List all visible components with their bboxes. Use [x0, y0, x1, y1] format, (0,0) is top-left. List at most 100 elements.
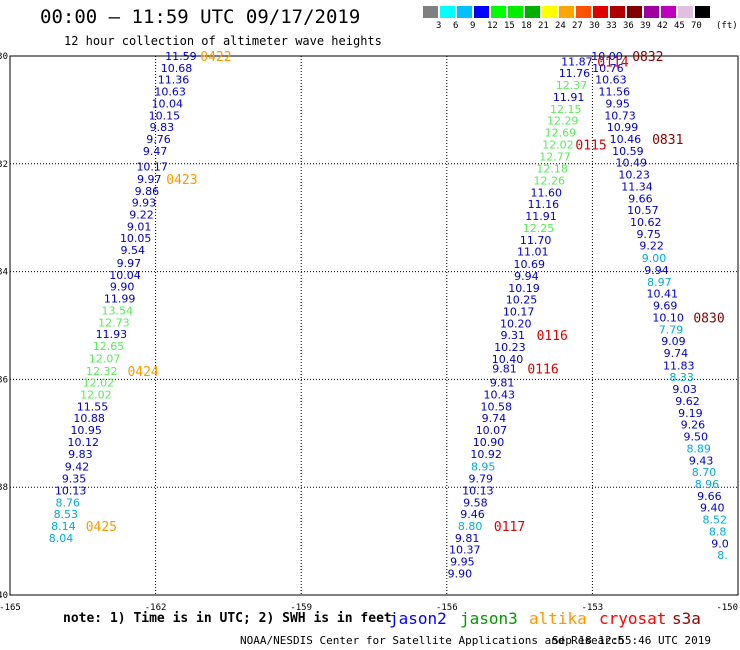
wave-height-value: 11.99 [104, 293, 136, 306]
wave-height-value: 12.26 [533, 175, 565, 188]
wave-height-value: 12.15 [550, 103, 582, 116]
wave-height-value: 10.41 [647, 288, 679, 301]
wave-height-value: 9.97 [137, 173, 162, 186]
pass-time-label: 0116 [527, 363, 558, 378]
wave-height-value: 8.97 [647, 276, 672, 289]
pass-time-label: 0423 [166, 173, 197, 188]
wave-height-value: 8.33 [669, 371, 694, 384]
wave-height-value: 11.60 [531, 186, 563, 199]
wave-height-value: 8. [717, 549, 728, 562]
wave-height-value: 9.43 [689, 454, 714, 467]
wave-height-value: 9.95 [605, 97, 630, 110]
wave-height-value: 8.95 [471, 461, 496, 474]
wave-height-value: 10.04 [109, 269, 141, 282]
wave-height-value: 10.92 [470, 448, 502, 461]
wave-height-value: 10.90 [473, 436, 505, 449]
pass-time-label: 0117 [494, 520, 525, 535]
wave-height-value: 9.03 [672, 383, 697, 396]
lat-tick-label: -30 [0, 52, 8, 62]
lat-tick-label: -40 [0, 591, 8, 601]
wave-height-value: 9.81 [455, 532, 480, 545]
wave-height-value: 12.07 [89, 352, 121, 365]
wave-height-value: 11.83 [663, 359, 695, 372]
wave-height-value: 10.68 [161, 62, 193, 75]
color-scale-swatch [695, 6, 710, 18]
wave-height-value: 8.89 [686, 442, 711, 455]
wave-height-value: 11.01 [517, 246, 549, 259]
lon-tick-label: -150 [716, 603, 738, 613]
wave-height-value: 9.83 [150, 121, 175, 134]
wave-height-value: 11.55 [77, 400, 109, 413]
wave-height-value: 10.05 [120, 232, 152, 245]
wave-height-value: 10.20 [500, 317, 532, 330]
wave-height-value: 9.83 [68, 448, 93, 461]
color-scale-swatch [542, 6, 557, 18]
wave-height-value: 9.01 [127, 220, 152, 233]
wave-height-value: 9.22 [129, 208, 154, 221]
color-scale-swatch [508, 6, 523, 18]
wave-height-value: 10.58 [481, 400, 513, 413]
color-scale-label: 70 [691, 21, 702, 31]
wave-height-value: 9.42 [65, 461, 90, 474]
lon-tick-label: -165 [0, 603, 21, 613]
wave-height-value: 10.40 [492, 353, 524, 366]
wave-height-value: 10.57 [627, 204, 659, 217]
wave-height-value: 8.80 [458, 520, 483, 533]
wave-height-value: 9.75 [636, 228, 661, 241]
color-scale-label: 36 [623, 21, 634, 31]
color-scale-label: 12 [487, 21, 498, 31]
color-scale-swatch [610, 6, 625, 18]
wave-height-value: 11.56 [598, 86, 630, 99]
wave-height-value: 10.12 [68, 436, 100, 449]
lon-tick-label: -159 [290, 603, 312, 613]
color-scale-swatch [423, 6, 438, 18]
color-scale-label: 39 [640, 21, 651, 31]
wave-height-value: 10.46 [610, 133, 642, 146]
wave-height-value: 12.69 [545, 127, 577, 140]
wave-height-value: 10.17 [136, 160, 168, 173]
wave-height-value: 9.90 [448, 567, 473, 580]
color-scale-label: 21 [538, 21, 549, 31]
wave-height-value: 11.87 [561, 55, 593, 68]
wave-height-value: 10.00 [591, 50, 623, 63]
color-scale-label: 18 [521, 21, 532, 31]
wave-height-value: 9.54 [121, 244, 146, 257]
wave-height-value: 12.29 [547, 115, 579, 128]
wave-height-value: 12.18 [536, 163, 568, 176]
wave-height-value: 8.04 [49, 532, 74, 545]
wave-height-value: 10.04 [151, 97, 183, 110]
wave-height-value: 11.91 [553, 91, 585, 104]
page-title: 00:00 – 11:59 UTC 09/17/2019 [40, 6, 361, 28]
wave-height-value: 9.22 [639, 240, 664, 253]
pass-time-label: 0114 [597, 55, 628, 70]
wave-height-value: 9.66 [628, 192, 653, 205]
color-scale-label: 9 [470, 21, 476, 31]
wave-height-value: 8.8 [709, 525, 727, 538]
wave-height-value: 11.16 [528, 198, 560, 211]
lon-tick-label: -153 [582, 603, 604, 613]
color-scale-label: 27 [572, 21, 583, 31]
wave-height-value: 10.37 [449, 544, 481, 557]
wave-height-value: 10.13 [462, 484, 494, 497]
wave-height-value: 9.46 [460, 508, 485, 521]
wave-height-value: 9.86 [135, 185, 160, 198]
satellite-legend-item: jason2 [389, 609, 447, 628]
satellite-legend-item: altika [529, 609, 587, 628]
wave-height-value: 10.59 [612, 145, 644, 158]
wave-height-value: 8.70 [692, 466, 717, 479]
wave-height-value: 9.93 [132, 197, 157, 210]
color-scale-swatch [644, 6, 659, 18]
color-scale-swatch [661, 6, 676, 18]
wave-height-value: 9.40 [700, 502, 725, 515]
wave-height-value: 10.10 [652, 311, 684, 324]
wave-height-value: 11.59 [165, 50, 197, 63]
color-scale-swatch [678, 6, 693, 18]
color-scale-label: 30 [589, 21, 600, 31]
lat-tick-label: -32 [0, 160, 8, 170]
wave-height-value: 8.52 [702, 514, 727, 527]
color-scale-label: 3 [436, 21, 442, 31]
pass-time-label: 0425 [86, 520, 117, 535]
color-scale-label: 33 [606, 21, 617, 31]
color-scale-label: 24 [555, 21, 566, 31]
